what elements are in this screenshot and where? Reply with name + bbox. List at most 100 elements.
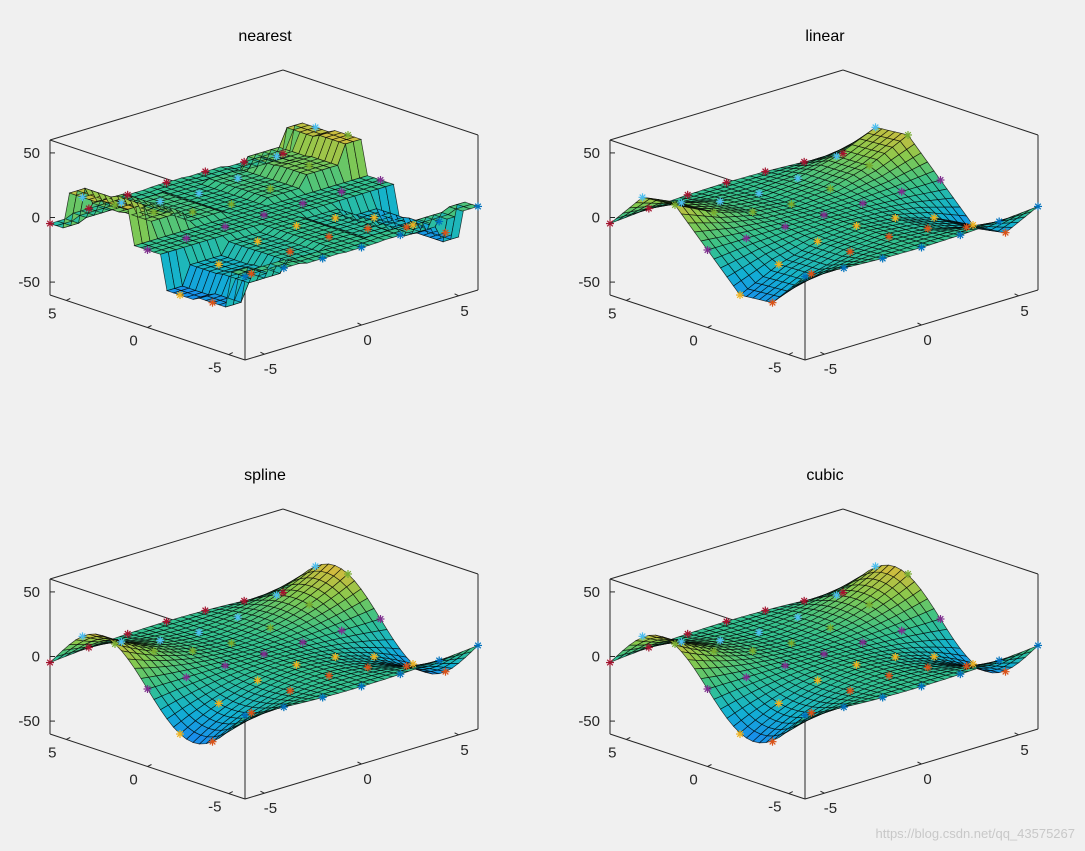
sample-point xyxy=(188,208,197,217)
sample-point xyxy=(748,647,757,656)
sample-point xyxy=(84,204,93,213)
chart-title: linear xyxy=(805,28,845,45)
sample-point xyxy=(852,221,861,230)
sample-point xyxy=(474,641,482,650)
sample-point xyxy=(78,632,87,641)
sample-point xyxy=(331,213,340,222)
sample-point xyxy=(156,636,165,645)
sample-point xyxy=(123,190,132,199)
sample-point xyxy=(923,224,932,233)
sample-markers xyxy=(606,562,1042,746)
sample-point xyxy=(376,615,385,623)
sample-point xyxy=(325,232,333,241)
x-tick-label: -5 xyxy=(824,800,837,817)
sample-point xyxy=(1001,667,1010,676)
sample-point xyxy=(441,228,450,237)
sample-point xyxy=(677,637,686,646)
sample-point xyxy=(832,152,841,161)
sample-point xyxy=(768,737,777,746)
sample-point xyxy=(774,699,783,708)
sample-point xyxy=(253,237,262,246)
sample-point xyxy=(370,652,379,661)
chart-title: cubic xyxy=(806,467,843,484)
sample-point xyxy=(839,588,847,597)
sample-point xyxy=(709,647,718,656)
surface xyxy=(609,564,1039,744)
sample-point xyxy=(260,211,268,219)
sample-point xyxy=(84,643,93,652)
sample-point xyxy=(793,613,802,622)
sample-point xyxy=(858,638,867,647)
y-tick-label: 0 xyxy=(689,772,697,789)
sample-point xyxy=(279,703,288,712)
x-tick-label: -5 xyxy=(264,361,277,378)
sample-point xyxy=(969,660,977,669)
sample-point xyxy=(852,660,861,669)
sample-point xyxy=(402,662,411,671)
sample-point xyxy=(111,639,119,648)
sample-point xyxy=(820,650,828,658)
sample-point xyxy=(227,639,236,648)
sample-point xyxy=(143,246,152,254)
sample-point xyxy=(1001,228,1010,237)
sample-point xyxy=(260,650,268,658)
z-tick-label: 0 xyxy=(592,210,600,227)
sample-point xyxy=(846,247,855,256)
sample-point xyxy=(272,152,281,161)
sample-point xyxy=(768,298,777,307)
sample-point xyxy=(865,600,874,609)
sample-point xyxy=(266,184,275,193)
sample-point xyxy=(292,221,301,230)
axes-box xyxy=(49,69,479,361)
sample-point xyxy=(162,178,171,187)
x-tick-label: 0 xyxy=(363,771,371,788)
sample-point xyxy=(305,161,314,170)
y-tick-label: 5 xyxy=(608,744,616,761)
sample-point xyxy=(357,682,366,691)
sample-point xyxy=(311,562,320,571)
sample-point xyxy=(266,623,275,632)
sample-point xyxy=(1034,641,1042,650)
sample-point xyxy=(839,703,848,712)
z-tick-label: 0 xyxy=(32,210,40,227)
sample-point xyxy=(846,686,855,695)
sample-point xyxy=(208,298,217,307)
sample-point xyxy=(832,591,841,600)
sample-point xyxy=(709,208,718,217)
x-tick-label: 5 xyxy=(1020,303,1028,320)
sample-point xyxy=(885,232,893,241)
sample-point xyxy=(638,632,647,641)
sample-point xyxy=(143,685,152,693)
z-tick-label: 50 xyxy=(583,145,600,162)
z-tick-label: -50 xyxy=(578,713,600,730)
x-tick-label: -5 xyxy=(264,800,277,817)
sample-point xyxy=(409,221,417,230)
sample-markers xyxy=(46,123,482,307)
sample-point xyxy=(247,708,256,717)
z-tick-label: 50 xyxy=(23,145,40,162)
sample-point xyxy=(755,628,763,637)
sample-point xyxy=(774,260,783,269)
sample-point xyxy=(871,123,880,132)
sample-point xyxy=(800,596,809,605)
x-tick-label: 0 xyxy=(923,771,931,788)
sample-point xyxy=(240,157,249,166)
sample-point xyxy=(331,652,340,661)
sample-point xyxy=(253,676,262,685)
sample-point xyxy=(441,667,450,676)
sample-point xyxy=(227,200,236,209)
sample-point xyxy=(638,193,647,202)
sample-point xyxy=(182,234,191,243)
sample-point xyxy=(46,658,54,667)
y-tick-label: 5 xyxy=(48,744,56,761)
y-tick-label: 0 xyxy=(689,333,697,350)
sample-point xyxy=(839,149,847,158)
chart-title: spline xyxy=(244,467,286,484)
sample-point xyxy=(891,652,900,661)
sample-point xyxy=(149,208,158,217)
x-tick-label: -5 xyxy=(824,361,837,378)
sample-point xyxy=(357,243,366,252)
sample-point xyxy=(722,178,731,187)
y-tick-label: -5 xyxy=(768,360,781,377)
